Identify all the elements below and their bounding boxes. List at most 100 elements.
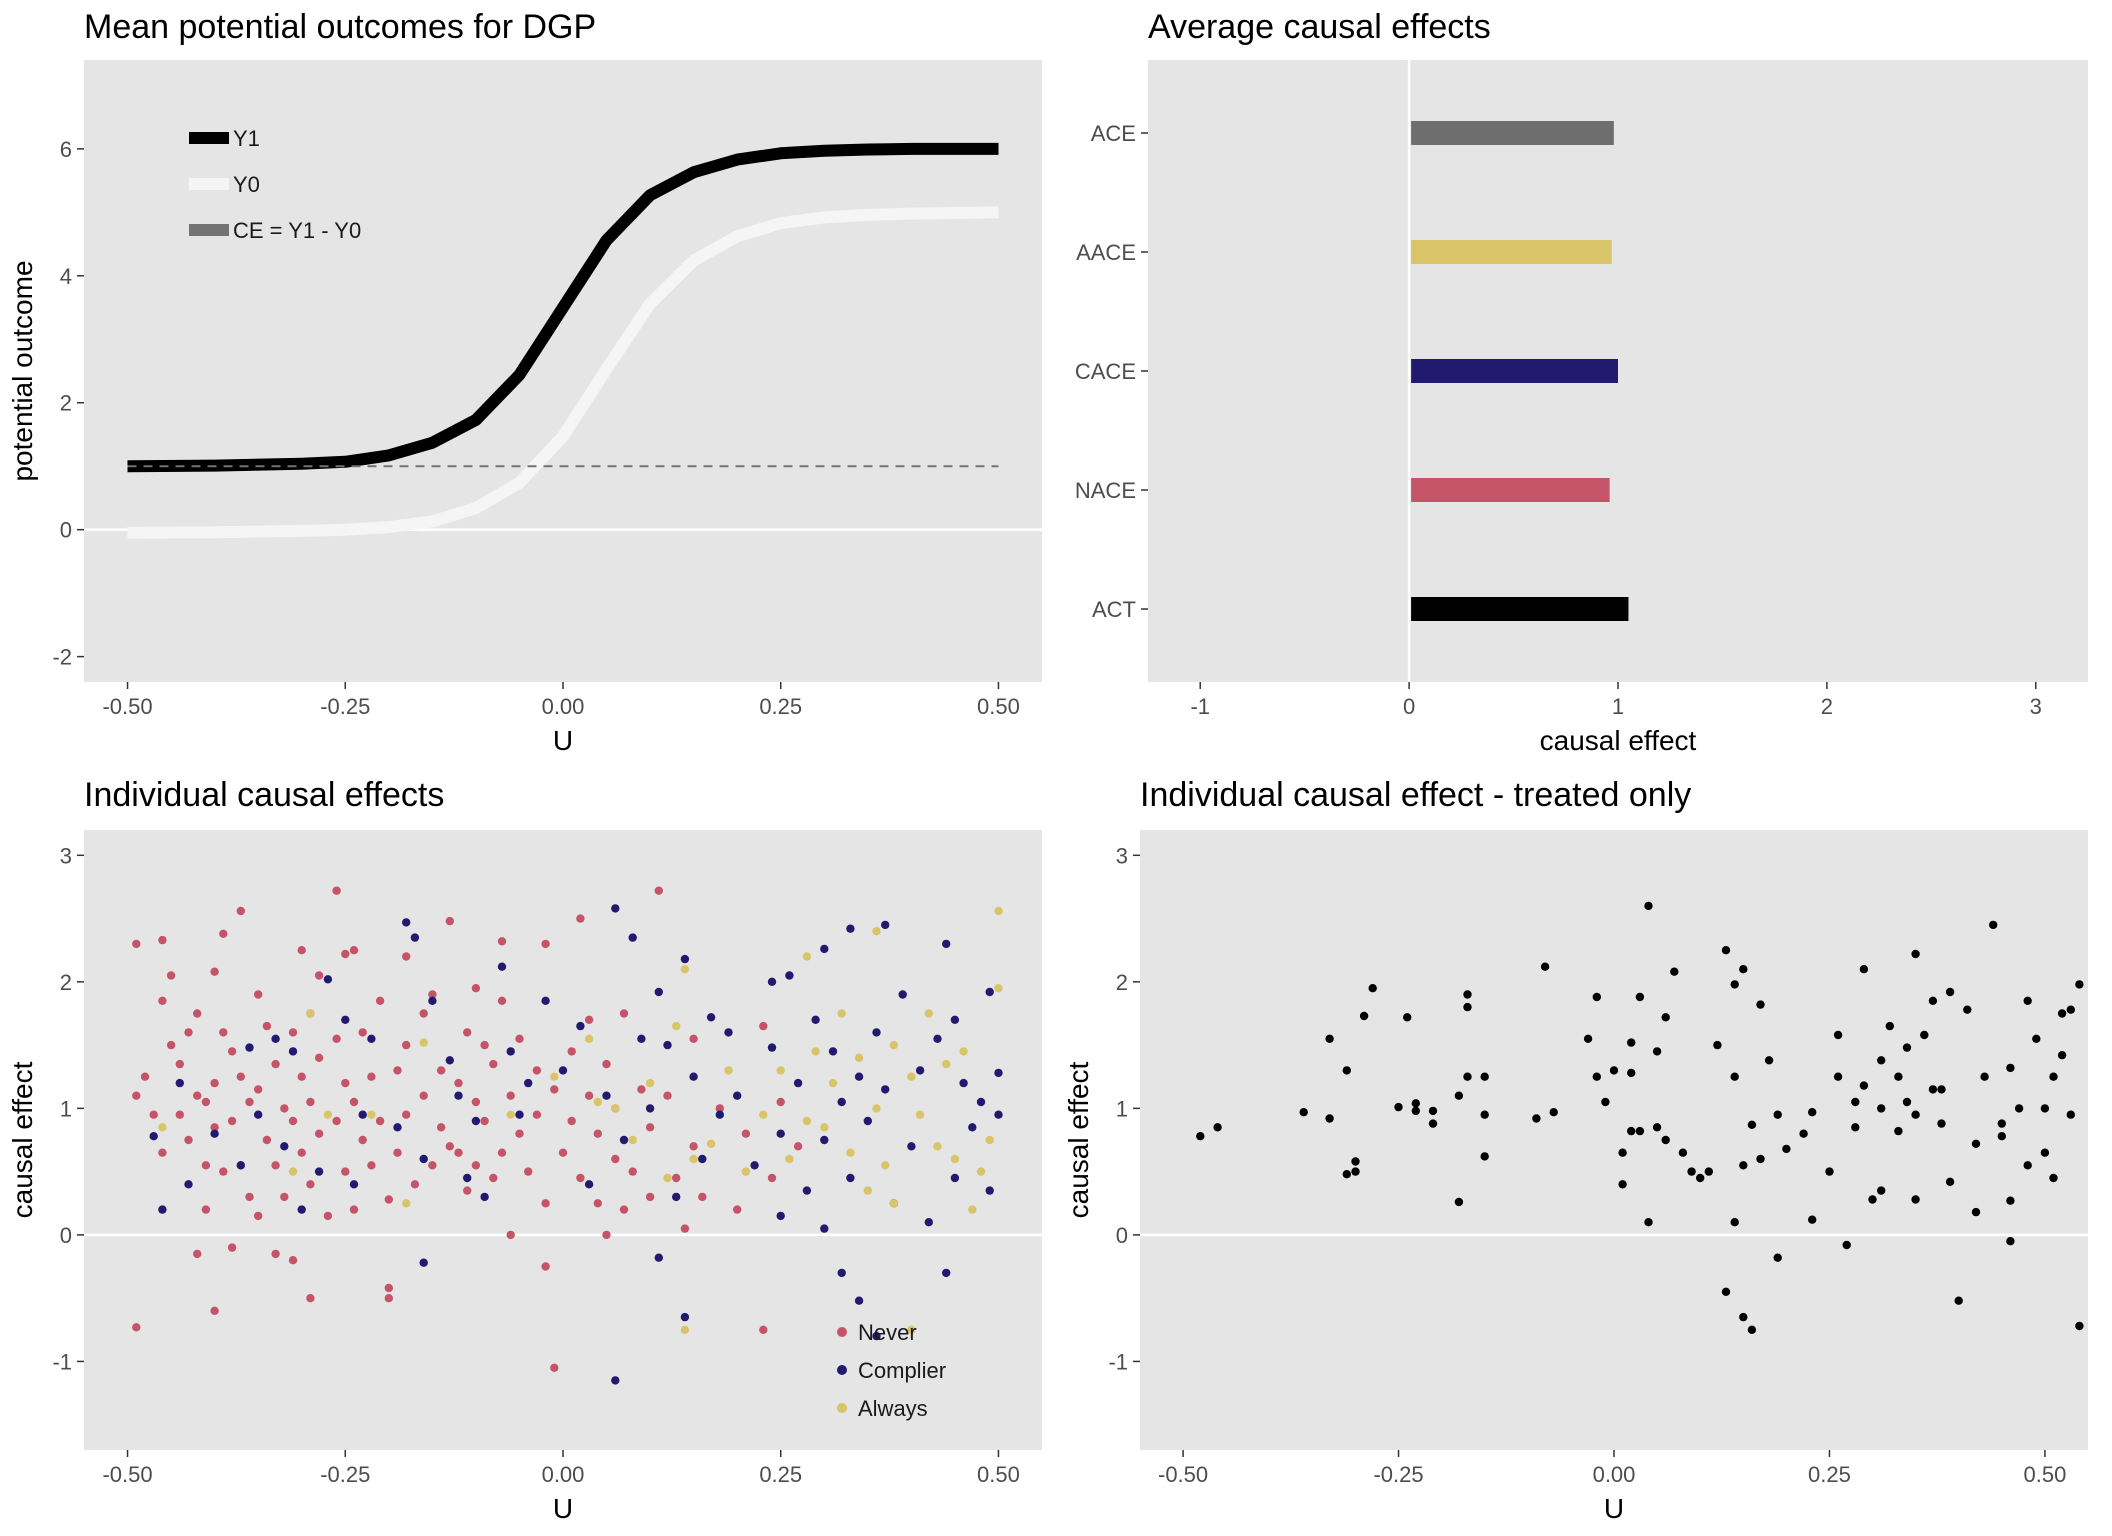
ice-point [175, 1059, 184, 1069]
ice-point [419, 1009, 428, 1018]
ice-point [349, 946, 359, 955]
ice-point [776, 1097, 785, 1107]
ice-point [619, 1205, 629, 1214]
dgp-ytick-label: 4 [60, 264, 72, 289]
dgp-ytick-label: -2 [52, 645, 72, 670]
treated-point [1747, 1120, 1757, 1130]
ice-point [593, 1199, 602, 1208]
dgp-legend-label: Y0 [233, 172, 260, 197]
treated-point [1480, 1152, 1489, 1161]
treated-ytick-label: 0 [1116, 1223, 1128, 1248]
avg-category-label: NACE [1075, 478, 1136, 503]
ice-point [759, 1110, 768, 1119]
ice-point [193, 1009, 202, 1018]
ice-point [367, 1110, 376, 1119]
treated-point [2049, 1173, 2058, 1183]
ice-point [567, 1047, 576, 1056]
ice-point [506, 1230, 515, 1240]
treated-point [1894, 1126, 1903, 1136]
ice-point [663, 1040, 672, 1050]
ice-point [297, 1072, 306, 1081]
ice-point [576, 1021, 585, 1031]
treated-point [1601, 1097, 1610, 1107]
treated-point [1739, 1312, 1748, 1322]
treated-point [1299, 1108, 1308, 1117]
dgp-xtick-label: 0.25 [759, 694, 802, 719]
treated-ytick-label: 1 [1116, 1096, 1128, 1121]
ice-point [166, 971, 176, 980]
ice-point [968, 1123, 977, 1132]
dgp-legend-key [189, 132, 229, 144]
treated-point [1454, 1091, 1464, 1100]
treated-point [1859, 1081, 1869, 1090]
ice-point [654, 1253, 663, 1262]
ice-ytick-label: 3 [60, 843, 72, 868]
ice-point [567, 1116, 576, 1126]
ice-point [323, 1211, 333, 1221]
ice-point [950, 1154, 960, 1164]
ice-point [680, 954, 690, 964]
ice-point [419, 1091, 428, 1100]
avg-bar-ace [1411, 121, 1614, 145]
ice-point [436, 1066, 446, 1075]
treated-x-axis-title: U [1604, 1493, 1624, 1524]
ice-point [271, 1161, 280, 1170]
avg-category-label: AACE [1076, 240, 1136, 265]
ice-point [175, 1078, 184, 1088]
treated-xtick-label: 0.25 [1808, 1462, 1851, 1487]
ice-point [645, 1123, 655, 1132]
ice-point [524, 1078, 533, 1088]
treated-point [1592, 992, 1602, 1002]
treated-point [1833, 1030, 1843, 1040]
treated-series-points [1196, 901, 2084, 1335]
treated-y-axis-title: causal effect [1063, 1061, 1094, 1218]
ice-point [750, 1161, 759, 1170]
ice-point [158, 935, 167, 945]
ice-point [463, 1173, 472, 1183]
treated-point [1885, 1021, 1895, 1031]
ice-point [881, 1085, 890, 1094]
treated-point [1997, 1119, 2007, 1128]
ice-point [950, 1015, 960, 1024]
ice-legend-label: Never [858, 1320, 917, 1345]
avg-category-label: ACE [1091, 121, 1136, 146]
dgp-series-y0-line [127, 206, 999, 539]
treated-point [1928, 996, 1938, 1005]
ice-point [210, 1078, 219, 1088]
treated-point [1411, 1106, 1421, 1116]
treated-ytick-label: -1 [1108, 1349, 1128, 1374]
ice-point [158, 1123, 167, 1132]
treated-point [2006, 1063, 2015, 1073]
ice-point [419, 1258, 428, 1267]
ice-point [715, 1110, 724, 1119]
dgp-panel-background [84, 60, 1042, 682]
ice-point [323, 975, 333, 984]
ice-point [558, 1148, 568, 1157]
ice-point [698, 1154, 707, 1164]
ice-point [628, 1167, 637, 1176]
ice-point [132, 939, 141, 949]
ice-point [497, 1148, 507, 1157]
treated-point [1868, 1195, 1877, 1204]
ice-point [611, 1154, 620, 1164]
ice-point [428, 996, 437, 1005]
ice-point [837, 1097, 846, 1107]
ice-point [584, 1034, 594, 1044]
treated-point [1644, 901, 1653, 911]
ice-point [367, 1072, 376, 1081]
ice-ytick-label: -1 [52, 1349, 72, 1374]
ice-point [550, 1072, 559, 1081]
ice-point [881, 1161, 890, 1170]
ice-point [410, 933, 420, 942]
ice-point [349, 1180, 359, 1189]
ice-point [541, 939, 550, 949]
ice-point [262, 1021, 272, 1031]
treated-point [1764, 1056, 1774, 1065]
ice-point [149, 1132, 158, 1141]
ice-point [149, 1110, 158, 1119]
treated-xtick-label: -0.50 [1158, 1462, 1208, 1487]
ice-point [236, 1072, 245, 1081]
treated-point [1368, 984, 1377, 993]
dgp-legend: Y1 Y0 CE = Y1 - Y0 [189, 126, 361, 243]
ice-point [341, 1015, 350, 1024]
